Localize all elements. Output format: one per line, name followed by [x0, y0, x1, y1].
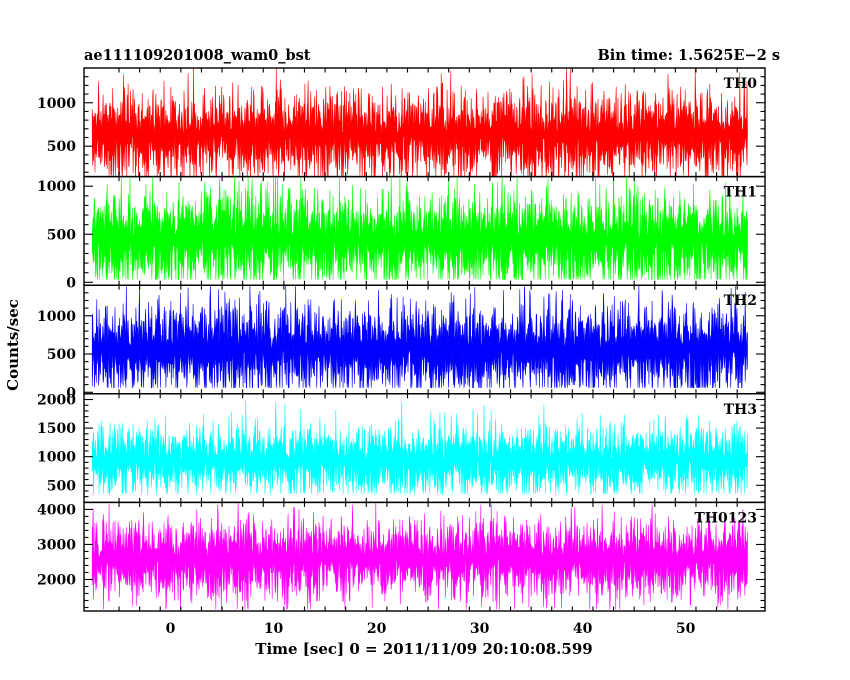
series-th0123-trace	[91, 502, 748, 610]
y-tick-label: 1000	[37, 96, 76, 112]
y-tick-label: 1000	[37, 309, 76, 325]
panel-th3: 500 1000 1500 2000 TH3	[37, 393, 766, 504]
y-tick-label: 500	[47, 478, 76, 494]
x-tick-label: 20	[367, 621, 387, 637]
chart-title-right: Bin time: 1.5625E−2 s	[597, 47, 780, 64]
x-tick-label: 50	[676, 621, 696, 637]
y-tick-label: 0	[66, 385, 76, 401]
x-tick-label: 0	[166, 621, 176, 637]
y-tick-label: 2000	[37, 393, 76, 409]
panel-th1: 0 500 1000 TH1	[37, 175, 766, 291]
series-th1-trace	[91, 176, 748, 280]
y-tick-label: 500	[47, 347, 76, 363]
y-tick-label: 1000	[37, 179, 76, 195]
y-tick-label: 500	[47, 139, 76, 155]
y-tick-label: 0	[66, 275, 76, 291]
panel-th0123: 2000 3000 4000 TH0123	[37, 501, 766, 612]
panel-th0: 500 1000 TH0	[37, 67, 766, 178]
panel-label-th2: TH2	[724, 293, 757, 309]
x-tick-label: 30	[470, 621, 490, 637]
panel-frame	[83, 501, 766, 612]
chart-title-left: ae111109201008_wam0_bst	[84, 47, 311, 64]
y-tick-label: 2000	[37, 572, 76, 588]
y-tick-label: 1000	[37, 450, 76, 466]
panel-th2: 0 500 1000 TH2	[37, 284, 766, 401]
x-tick-label: 10	[264, 621, 284, 637]
panel-label-th0: TH0	[724, 76, 758, 92]
y-tick-label: 4000	[37, 502, 76, 518]
y-tick-label: 500	[47, 227, 76, 243]
series-th0-trace	[91, 68, 748, 177]
x-tick-label: 40	[573, 621, 593, 637]
y-tick-label: 3000	[37, 537, 76, 553]
panel-label-th1: TH1	[724, 185, 757, 201]
panel-label-th0123: TH0123	[694, 510, 757, 526]
series-th3-trace	[91, 400, 748, 495]
series-th2-trace	[91, 285, 748, 389]
y-axis-label: Counts/sec	[4, 299, 22, 391]
x-axis-label: Time [sec] 0 = 2011/11/09 20:10:08.599	[255, 640, 592, 658]
y-tick-label: 1500	[37, 421, 76, 437]
panel-label-th3: TH3	[724, 402, 757, 418]
